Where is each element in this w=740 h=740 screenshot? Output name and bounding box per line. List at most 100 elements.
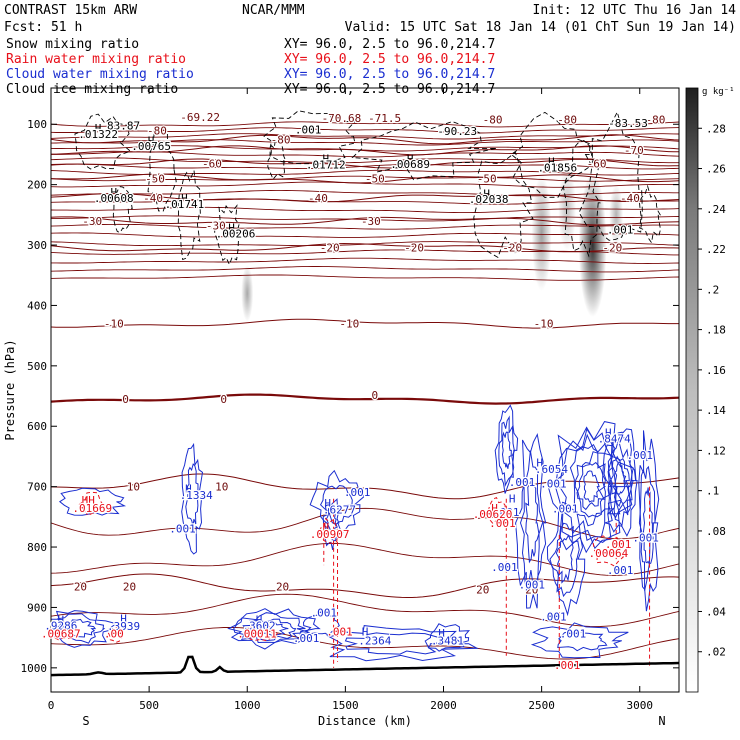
cloud-water-contour bbox=[519, 450, 544, 592]
legend-xy: XY= 96.0, 2.5 to 96.0,214.7 bbox=[284, 52, 495, 67]
cloud-ice-label: H bbox=[548, 156, 555, 169]
cloud-water-contour bbox=[607, 437, 634, 519]
rain-water-label: .001 bbox=[554, 659, 581, 672]
colorbar-tick-label: .18 bbox=[706, 324, 726, 337]
cloud-water-label: .001 bbox=[560, 627, 587, 640]
isotherm-line bbox=[51, 193, 679, 203]
snow-shading bbox=[241, 166, 624, 322]
cloud-ice-contours bbox=[74, 110, 661, 266]
terrain-line bbox=[51, 655, 679, 677]
isotherm-line bbox=[51, 274, 679, 281]
rain-water-contour bbox=[52, 621, 76, 641]
y-tick-label: 1000 bbox=[21, 662, 48, 675]
cloud-water-label: .001 bbox=[627, 449, 654, 462]
cloud-ice-label: H bbox=[148, 135, 155, 148]
snow-plume bbox=[241, 265, 254, 322]
isotherm-label: 0 bbox=[220, 393, 227, 406]
isotherm-line bbox=[51, 151, 679, 158]
legend-entry: Cloud water mixing ratio bbox=[6, 67, 194, 82]
cloud-water-contour bbox=[227, 608, 321, 650]
cloud-water-contour bbox=[546, 501, 586, 617]
isotherm-line bbox=[51, 393, 679, 405]
cloud-water-label: .001 bbox=[540, 611, 567, 624]
cloud-water-label: H bbox=[509, 493, 516, 506]
rain-water-contour bbox=[487, 496, 506, 525]
cloud-water-contour bbox=[51, 613, 106, 644]
cloud-ice-contour bbox=[578, 110, 643, 241]
legend-xy: XY= 96.0, 2.5 to 96.0,214.7 bbox=[284, 37, 495, 52]
cloud-ice-contour bbox=[214, 204, 240, 266]
legend-xy: XY= 96.0, 2.5 to 96.0,214.7 bbox=[284, 67, 495, 82]
rain-water-label: .00907 bbox=[310, 528, 350, 541]
plot-frame bbox=[50, 87, 680, 693]
cloud-ice-label: .00689 bbox=[390, 158, 430, 171]
cloud-water-label: H bbox=[324, 497, 331, 510]
cloud-water-contour bbox=[242, 618, 297, 642]
y-tick-label: 600 bbox=[27, 420, 47, 433]
cloud-ice-contour bbox=[473, 151, 534, 259]
header-model: CONTRAST 15km ARW bbox=[4, 3, 137, 18]
cloud-water-contour bbox=[61, 618, 97, 638]
cloud-ice-contour bbox=[263, 110, 357, 165]
cloud-ice-contour bbox=[510, 111, 593, 198]
cloud-water-label: .001 bbox=[169, 522, 196, 535]
cloud-water-contour bbox=[554, 427, 628, 550]
isotherm-line bbox=[51, 241, 679, 247]
isotherm-label: -80 bbox=[483, 113, 503, 126]
colorbar-tick-label: .14 bbox=[706, 404, 726, 417]
cloud-water-contour bbox=[51, 610, 118, 648]
cloud-ice-label: H bbox=[95, 122, 102, 135]
cloud-water-label: H bbox=[605, 426, 612, 439]
cloud-ice-contour bbox=[74, 113, 132, 170]
colorbar-tick-label: .16 bbox=[706, 364, 726, 377]
cloud-ice-label: .001 bbox=[295, 124, 322, 137]
colorbar: g kg⁻¹ .02 .04 .06 .08 .1 .12 .14 .16 .18 .2 .22 .2… bbox=[685, 87, 735, 693]
isotherm-label: -40 bbox=[143, 192, 163, 205]
isotherm-label: -50 bbox=[145, 173, 165, 186]
isotherm-line bbox=[51, 542, 679, 576]
cloud-ice-label: .01741 bbox=[165, 198, 205, 211]
cloud-ice-label: H bbox=[322, 153, 329, 166]
cloud-water-label: .3481 bbox=[431, 635, 464, 648]
terrain-line-path bbox=[51, 655, 679, 677]
isotherm-label: -69.22 bbox=[180, 111, 220, 124]
isotherm-line bbox=[51, 163, 679, 170]
cloud-water-label: .3602 bbox=[242, 620, 275, 633]
rain-water-label: .01669 bbox=[72, 502, 112, 515]
cloud-water-contour bbox=[326, 625, 479, 662]
isotherm-label: -50 bbox=[365, 173, 385, 186]
plot-area bbox=[51, 110, 679, 677]
rain-water-label: .001 bbox=[605, 538, 632, 551]
cloud-water-contour bbox=[642, 487, 653, 565]
isotherm-label: -71.5 bbox=[368, 112, 401, 125]
legend-entry: Cloud ice mixing ratio bbox=[6, 82, 178, 97]
isotherm-line bbox=[51, 215, 679, 222]
y-tick-label: 200 bbox=[27, 179, 47, 192]
colorbar-tick-label: .04 bbox=[706, 605, 726, 618]
cloud-water-contour bbox=[252, 621, 289, 637]
isotherm-line bbox=[51, 266, 679, 273]
cloud-water-contour bbox=[302, 612, 341, 638]
x-tick-label: 3000 bbox=[627, 699, 654, 712]
x-tick-label: 0 bbox=[48, 699, 55, 712]
cloud-water-contour bbox=[58, 487, 127, 516]
rain-water-label: .00620 bbox=[473, 508, 513, 521]
x-tick-label: 1500 bbox=[332, 699, 359, 712]
cloud-water-label: .001 bbox=[540, 478, 567, 491]
rain-water-contour bbox=[318, 517, 342, 545]
cloud-water-contour bbox=[557, 630, 608, 652]
colorbar-tick-label: .12 bbox=[706, 444, 726, 457]
cloud-water-label: H bbox=[58, 614, 65, 627]
isotherm-line bbox=[51, 181, 679, 188]
cloud-ice-label: -83.53 bbox=[608, 117, 648, 130]
cloud-ice-label: .01322 bbox=[78, 128, 118, 141]
isotherm-label: -70.68 bbox=[322, 112, 362, 125]
isotherm-label: -80 bbox=[147, 124, 167, 137]
cloud-water-label: .6054 bbox=[535, 463, 568, 476]
cloud-water-label: .001 bbox=[491, 561, 518, 574]
colorbar-tick-label: .2 bbox=[706, 283, 719, 296]
cloud-ice-label: H bbox=[483, 188, 490, 201]
cloud-water-contours bbox=[51, 404, 660, 662]
rain-water-label: .001 bbox=[326, 626, 353, 639]
isotherm-label: 10 bbox=[127, 481, 140, 494]
